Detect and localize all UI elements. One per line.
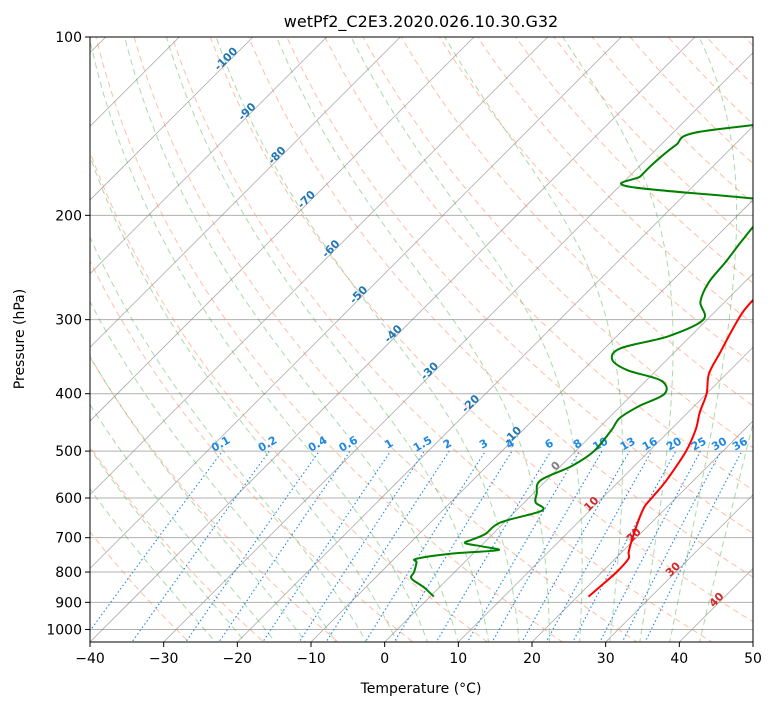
y-tick-label: 600	[55, 491, 82, 507]
x-tick-label: −20	[223, 651, 253, 667]
mixing-ratio-line	[185, 450, 320, 642]
moist-adiabat-line	[90, 355, 307, 642]
moist-adiabat-line	[90, 403, 276, 642]
mixing-ratio-line	[466, 450, 580, 642]
y-tick-label: 500	[55, 444, 82, 460]
temperature-profile-line	[587, 298, 753, 598]
y-tick-label: 800	[55, 565, 82, 581]
y-tick-label: 900	[55, 595, 82, 611]
x-tick-label: −40	[75, 651, 105, 667]
x-tick-label: 10	[449, 651, 467, 667]
mixing-ratio-line	[545, 450, 653, 642]
dry-adiabat-line	[90, 356, 340, 642]
dry-adiabat-line	[591, 37, 753, 204]
moist-adiabat-line	[444, 37, 624, 642]
x-tick-label: 40	[670, 651, 688, 667]
isotherm-line	[90, 37, 696, 642]
isotherm-line	[90, 37, 622, 569]
x-tick-label: −10	[296, 651, 326, 667]
dry-adiabat-line	[324, 37, 753, 491]
dry-adiabat-line	[209, 37, 753, 623]
isotherm-line	[384, 273, 753, 642]
dry-adiabat-line	[248, 37, 753, 578]
mixing-ratio-line	[491, 450, 603, 642]
moist-adiabat-line	[215, 37, 520, 642]
isotherm-line	[90, 37, 328, 275]
dry-adiabat-line	[90, 531, 190, 642]
moist-adiabat-line	[124, 37, 459, 642]
plot-area	[90, 37, 753, 642]
isotherm-line	[605, 494, 753, 642]
dry-adiabat-line	[553, 37, 753, 244]
dry-adiabat-line	[515, 37, 753, 284]
y-tick-label: 1000	[46, 622, 82, 638]
grid-layer	[90, 37, 753, 642]
y-axis-label: Pressure (hPa)	[12, 289, 28, 389]
x-tick-label: 0	[380, 651, 389, 667]
moist-adiabat-line	[350, 37, 583, 642]
chart-title: wetPf2_C2E3.2020.026.10.30.G32	[284, 12, 558, 32]
dry-adiabat-line	[95, 37, 564, 642]
isotherm-line	[310, 199, 753, 642]
plot-frame	[89, 36, 754, 643]
moist-adiabat-line	[699, 421, 753, 642]
y-tick-label: 200	[55, 208, 82, 224]
dry-adiabat-line	[400, 37, 753, 407]
dewpoint-profile-line	[410, 124, 753, 598]
isotherm-line	[236, 125, 753, 642]
moist-adiabat-line	[90, 154, 398, 642]
isotherm-line	[163, 52, 753, 642]
x-axis-label: Temperature (°C)	[360, 681, 482, 697]
moist-adiabat-line	[90, 300, 337, 642]
isotherm-line	[457, 346, 753, 642]
isotherm-line	[90, 37, 475, 422]
moist-adiabat-line	[90, 235, 367, 642]
mixing-ratio-line	[262, 450, 392, 642]
x-tick-label: 20	[523, 651, 541, 667]
moist-adiabat-line	[276, 37, 550, 642]
moist-adiabat-line	[90, 488, 216, 642]
mixing-ratio-line	[131, 450, 270, 642]
mixing-ratio-line	[218, 450, 351, 642]
y-tick-label: 300	[55, 313, 82, 329]
x-tick-label: 30	[597, 651, 615, 667]
moist-adiabat-line	[90, 38, 429, 642]
dry-adiabat-line	[362, 37, 753, 449]
y-tick-label: 100	[55, 30, 82, 46]
moist-adiabat-line	[562, 37, 674, 642]
mixing-ratio-line	[435, 450, 552, 642]
y-tick-label: 400	[55, 387, 82, 403]
isotherm-line	[90, 37, 401, 348]
mixing-ratio-line	[298, 450, 425, 642]
mixing-ratio-line	[325, 450, 450, 642]
y-tick-label: 700	[55, 531, 82, 547]
x-tick-label: −30	[149, 651, 179, 667]
isotherm-line	[90, 37, 549, 496]
series-layer	[410, 124, 753, 598]
dry-adiabat-line	[90, 259, 414, 642]
moist-adiabat-line	[165, 37, 490, 642]
tick-layer: −40 −30 −20 −10 0 10 20 30 40 50 100 200 300 400 500 60…	[46, 30, 762, 667]
dry-adiabat-line	[171, 37, 713, 642]
moist-adiabat-line	[90, 447, 246, 642]
dry-adiabat-line	[286, 37, 753, 534]
isotherm-line	[531, 420, 753, 642]
x-tick-label: 50	[744, 651, 762, 667]
moist-adiabat-line	[669, 37, 738, 642]
mixing-ratio-line	[644, 450, 743, 642]
isotherm-line	[90, 37, 254, 201]
dry-adiabat-line	[133, 37, 638, 642]
